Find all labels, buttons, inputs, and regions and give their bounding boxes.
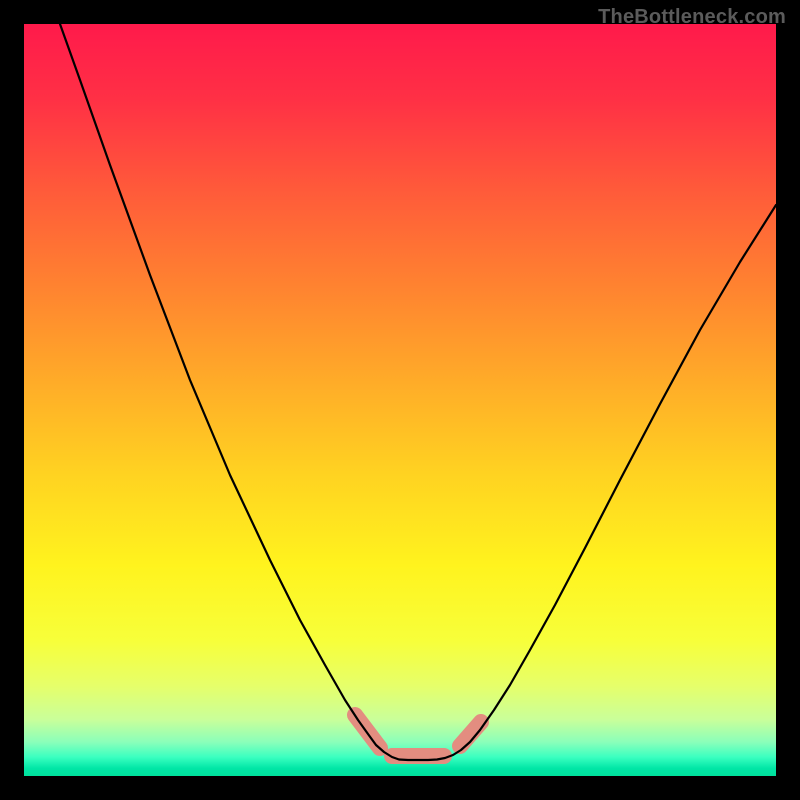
chart-root: TheBottleneck.com bbox=[0, 0, 800, 800]
chart-svg bbox=[0, 0, 800, 800]
watermark-text: TheBottleneck.com bbox=[598, 6, 786, 29]
